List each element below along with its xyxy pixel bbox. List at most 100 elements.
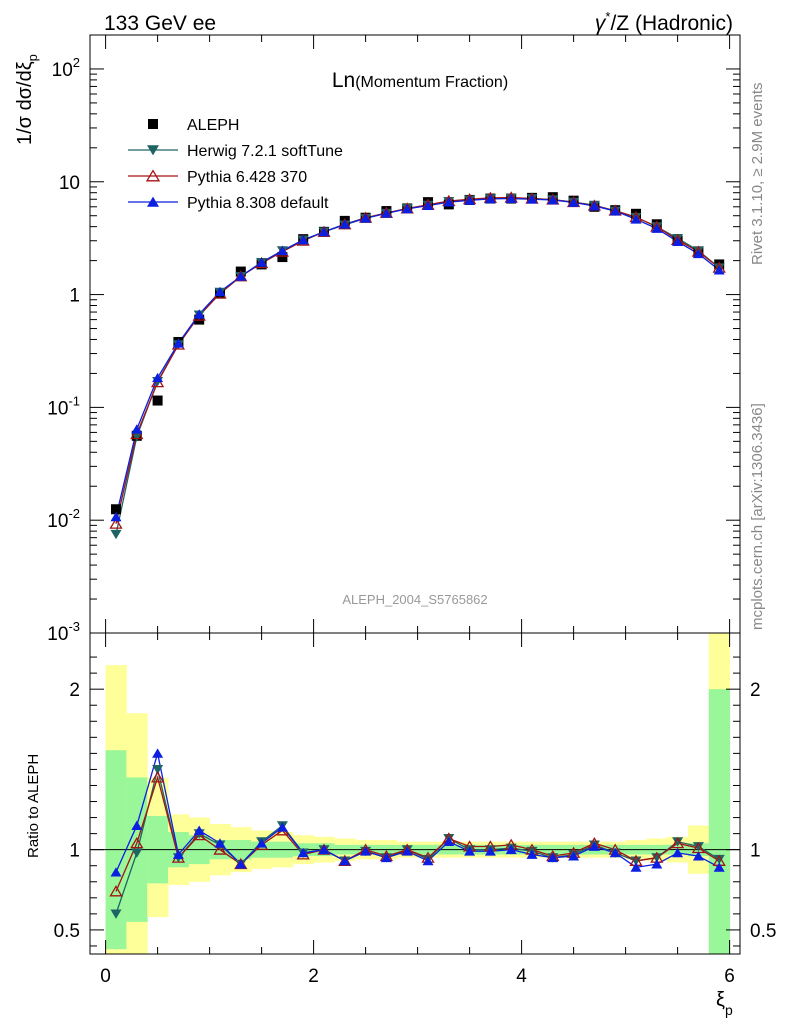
ratio-point-pythia8 (713, 862, 725, 872)
ratio-ylabel: Ratio to ALEPH (25, 754, 42, 858)
main-point-pythia8 (318, 226, 330, 237)
legend-marker-pythia6 (145, 169, 161, 182)
main-ytick-label: 10-3 (47, 619, 80, 645)
ratio-point-herwig (152, 765, 164, 775)
ratio-point-herwig (651, 853, 663, 863)
ratio-point-pythia8 (297, 847, 309, 858)
main-point-pythia8 (172, 338, 184, 348)
legend-label-pythia6: Pythia 6.428 370 (187, 169, 307, 186)
ratio-ytick-label-right: 1 (750, 841, 761, 862)
ratio-point-pythia8 (630, 862, 642, 872)
ratio-point-pythia8 (214, 838, 226, 848)
ratio-xtick-label: 2 (308, 966, 319, 987)
main-point-pythia8 (380, 208, 392, 218)
ratio-point-herwig (713, 854, 725, 865)
ratio-xtick-label: 4 (516, 966, 527, 987)
main-point-pythia8 (276, 245, 288, 256)
main-point-pythia8 (484, 193, 496, 204)
ratio-point-herwig (131, 848, 143, 858)
main-point-pythia8 (692, 248, 704, 259)
ratio-ytick-label-right: 0.5 (750, 921, 776, 942)
ratio-ytick-label-right: 2 (750, 680, 761, 701)
main-point-pythia8 (713, 265, 725, 275)
ratio-point-pythia8 (464, 846, 476, 856)
ratio-point-herwig (672, 837, 684, 847)
header-left: 133 GeV ee (104, 12, 216, 35)
main-ytick-label: 10-2 (47, 506, 80, 532)
main-ylabel: 1/σ dσ/dξp (14, 54, 40, 145)
ratio-point-pythia8 (339, 855, 351, 866)
main-point-pythia8 (588, 201, 600, 211)
main-point-pythia8 (131, 424, 143, 434)
ratio-point-pythia8 (172, 849, 184, 859)
ratio-point-pythia8 (193, 825, 205, 835)
legend-marker-data (148, 119, 158, 129)
main-ytick-label: 10-1 (47, 393, 80, 419)
plot-title: Ln(Momentum Fraction) (332, 69, 508, 92)
main-point-pythia8 (422, 200, 434, 210)
ratio-point-pythia8 (526, 849, 538, 859)
main-point-pythia8 (235, 271, 247, 281)
ratio-point-pythia8 (692, 851, 704, 861)
ratio-point-pythia8 (443, 836, 455, 847)
main-point-pythia8 (526, 194, 538, 204)
main-series-line-pythia8 (115, 197, 720, 518)
ratio-point-pythia6 (213, 843, 227, 855)
main-point-pythia8 (630, 214, 642, 224)
header-right: γ*/Z (Hadronic) (595, 9, 733, 35)
legend-marker-pythia8 (147, 196, 159, 207)
main-ytick-label: 10 (59, 173, 80, 194)
main-point-pythia8 (651, 223, 663, 233)
side-text-top: Rivet 3.1.10, ≥ 2.9M events (749, 83, 766, 266)
main-point-data (152, 395, 163, 406)
band-inner-bin (708, 689, 731, 954)
ratio-point-pythia8 (380, 852, 392, 863)
ratio-point-pythia8 (547, 852, 559, 863)
ratio-point-pythia8 (609, 847, 621, 858)
main-point-pythia8 (401, 203, 413, 214)
main-point-pythia8 (547, 194, 559, 205)
ratio-point-pythia8 (484, 846, 496, 856)
main-point-pythia8 (110, 511, 122, 522)
ratio-ytick-label-left: 0.5 (54, 921, 80, 942)
ratio-point-pythia6 (192, 828, 206, 841)
main-point-pythia8 (152, 372, 164, 383)
ratio-point-herwig (110, 909, 122, 919)
main-point-pythia8 (464, 195, 476, 205)
ratio-point-herwig (630, 856, 642, 866)
main-point-pythia8 (360, 213, 372, 223)
ratio-xlabel: ξp (716, 989, 733, 1018)
main-point-pythia8 (609, 206, 621, 216)
main-point-pythia8 (443, 197, 455, 207)
main-point-pythia8 (193, 309, 205, 319)
legend-label-data: ALEPH (187, 117, 239, 134)
main-point-pythia8 (256, 257, 268, 267)
ratio-point-herwig (692, 842, 704, 852)
ratio-point-pythia8 (651, 859, 663, 869)
main-point-pythia6 (109, 517, 123, 529)
legend-label-herwig: Herwig 7.2.1 softTune (187, 143, 343, 160)
ratio-point-pythia8 (131, 820, 143, 830)
side-text-bottom: mcplots.cern.ch [arXiv:1306.3436] (749, 403, 766, 630)
main-ytick-label: 102 (52, 55, 80, 81)
ratio-point-pythia8 (672, 847, 684, 858)
watermark: ALEPH_2004_S5765862 (342, 592, 487, 607)
ratio-point-pythia6 (150, 771, 165, 783)
ratio-ytick-label-left: 1 (69, 841, 80, 862)
ratio-point-pythia8 (422, 855, 434, 866)
main-point-pythia8 (672, 236, 684, 246)
main-point-data (111, 504, 121, 515)
ratio-point-pythia8 (318, 844, 330, 855)
ratio-point-pythia8 (588, 841, 600, 851)
ratio-xtick-label: 0 (100, 966, 111, 987)
main-point-pythia8 (568, 197, 580, 207)
ratio-point-pythia8 (235, 859, 247, 869)
ratio-ytick-label-left: 2 (69, 680, 80, 701)
main-point-pythia8 (214, 286, 226, 297)
ratio-point-pythia8 (256, 838, 268, 848)
ratio-point-pythia6 (670, 837, 685, 849)
ratio-point-pythia8 (401, 846, 413, 856)
ratio-xtick-label: 6 (724, 966, 735, 987)
ratio-point-pythia8 (505, 844, 517, 855)
